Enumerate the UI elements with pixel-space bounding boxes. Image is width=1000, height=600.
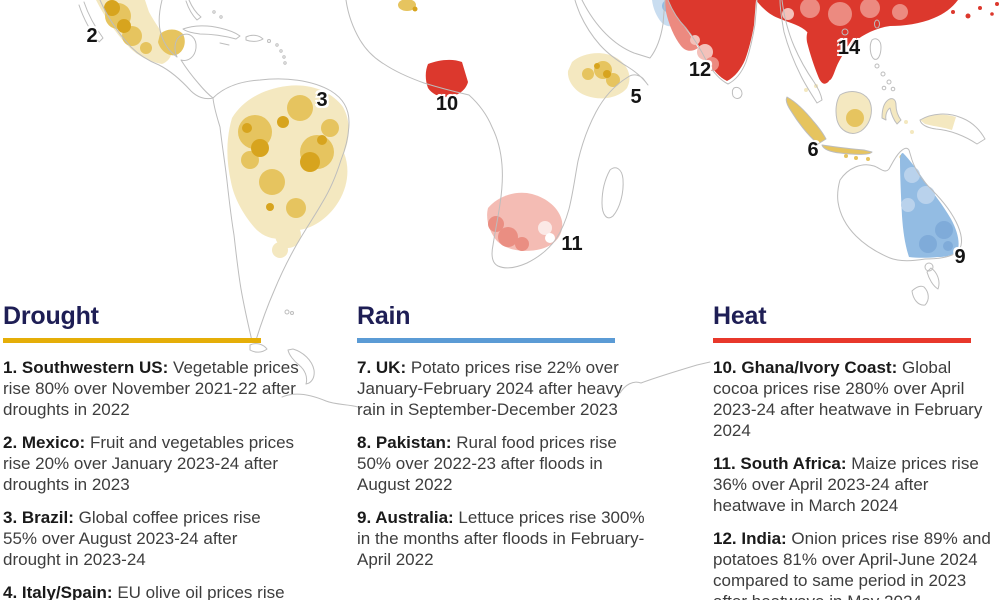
map-marker-indonesia: 6: [807, 139, 819, 161]
entry-lead: 10. Ghana/Ivory Coast:: [713, 358, 898, 377]
region-indonesia-drought: [785, 84, 956, 161]
entry-lead: 7. UK:: [357, 358, 407, 377]
entry-italy-spain: 4. Italy/Spain: EU olive oil prices rise…: [3, 582, 299, 600]
entry-uk: 7. UK: Potato prices rise 22% over Janua…: [357, 357, 649, 420]
region-brazil-drought: [227, 85, 349, 258]
region-south-africa-heat: [487, 192, 563, 251]
entry-lead: 3. Brazil:: [3, 508, 74, 527]
map-marker-china-southeast-asia: 14: [837, 37, 861, 59]
entry-brazil: 3. Brazil: Global coffee prices rise 55%…: [3, 507, 299, 570]
entry-south-africa: 11. South Africa: Maize prices rise 36% …: [713, 453, 1000, 516]
entry-ghana-ivory-coast: 10. Ghana/Ivory Coast: Global cocoa pric…: [713, 357, 1000, 441]
entry-australia: 9. Australia: Lettuce prices rise 300% i…: [357, 507, 649, 570]
entry-text: Maize prices rise 36% over April 2023-24…: [713, 454, 979, 515]
region-ghana-ivory-coast-heat: [425, 59, 468, 98]
map-marker-ghana-ivory-coast: 10: [435, 93, 459, 115]
map-marker-australia: 9: [954, 246, 966, 268]
entry-text: EU olive oil prices rise 50% over Januar…: [117, 583, 285, 600]
rain-underline: [357, 338, 615, 343]
entry-lead: 2. Mexico:: [3, 433, 86, 452]
entry-mexico: 2. Mexico: Fruit and vegetables prices r…: [3, 432, 299, 495]
entry-text: Vegetable prices rise 80% over November …: [3, 358, 299, 419]
entry-text: Onion prices rise 89% and potatoes 81% o…: [713, 529, 991, 600]
entry-text: Global cocoa prices rise 280% over April…: [713, 358, 983, 440]
region-india-heat: [665, 0, 756, 81]
region-ethiopia-drought: [567, 53, 630, 99]
entry-india: 12. India: Onion prices rise 89% and pot…: [713, 528, 1000, 600]
entry-lead: 11. South Africa:: [713, 454, 847, 473]
entry-lead: 12. India:: [713, 529, 787, 548]
entry-southwestern-us: 1. Southwestern US: Vegetable prices ris…: [3, 357, 299, 420]
column-rain: Rain 7. UK: Potato prices rise 22% over …: [357, 302, 649, 582]
entry-text: Fruit and vegetables prices rise 20% ove…: [3, 433, 295, 494]
entry-lead: 4. Italy/Spain:: [3, 583, 113, 600]
heat-underline: [713, 338, 971, 343]
map-marker-mexico: 2: [86, 25, 98, 47]
region-australia-rain: [900, 153, 959, 258]
entry-lead: 1. Southwestern US:: [3, 358, 169, 377]
column-title-rain: Rain: [357, 302, 411, 330]
column-drought: Drought 1. Southwestern US: Vegetable pr…: [3, 302, 299, 600]
column-title-heat: Heat: [713, 302, 767, 330]
region-morocco-drought: [398, 0, 418, 12]
map-marker-brazil: 3: [316, 89, 328, 111]
map-marker-ethiopia: 5: [630, 86, 642, 108]
region-china-southeast-asia-heat: [756, 0, 999, 84]
column-heat: Heat 10. Ghana/Ivory Coast: Global cocoa…: [713, 302, 1000, 600]
map-marker-south-africa: 11: [561, 233, 583, 255]
entry-lead: 9. Australia:: [357, 508, 454, 527]
coastlines: [78, 0, 986, 408]
entry-lead: 8. Pakistan:: [357, 433, 452, 452]
entry-pakistan: 8. Pakistan: Rural food prices rise 50% …: [357, 432, 649, 495]
drought-underline: [3, 338, 261, 343]
map-marker-india: 12: [688, 59, 712, 81]
entry-text: Rural food prices rise 50% over 2022-23 …: [357, 433, 617, 494]
column-title-drought: Drought: [3, 302, 99, 330]
entry-text: Global coffee prices rise 55% over Augus…: [3, 508, 261, 569]
entry-text: Potato prices rise 22% over January-Febr…: [357, 358, 623, 419]
entry-text: Lettuce prices rise 300% in the months a…: [357, 508, 645, 569]
